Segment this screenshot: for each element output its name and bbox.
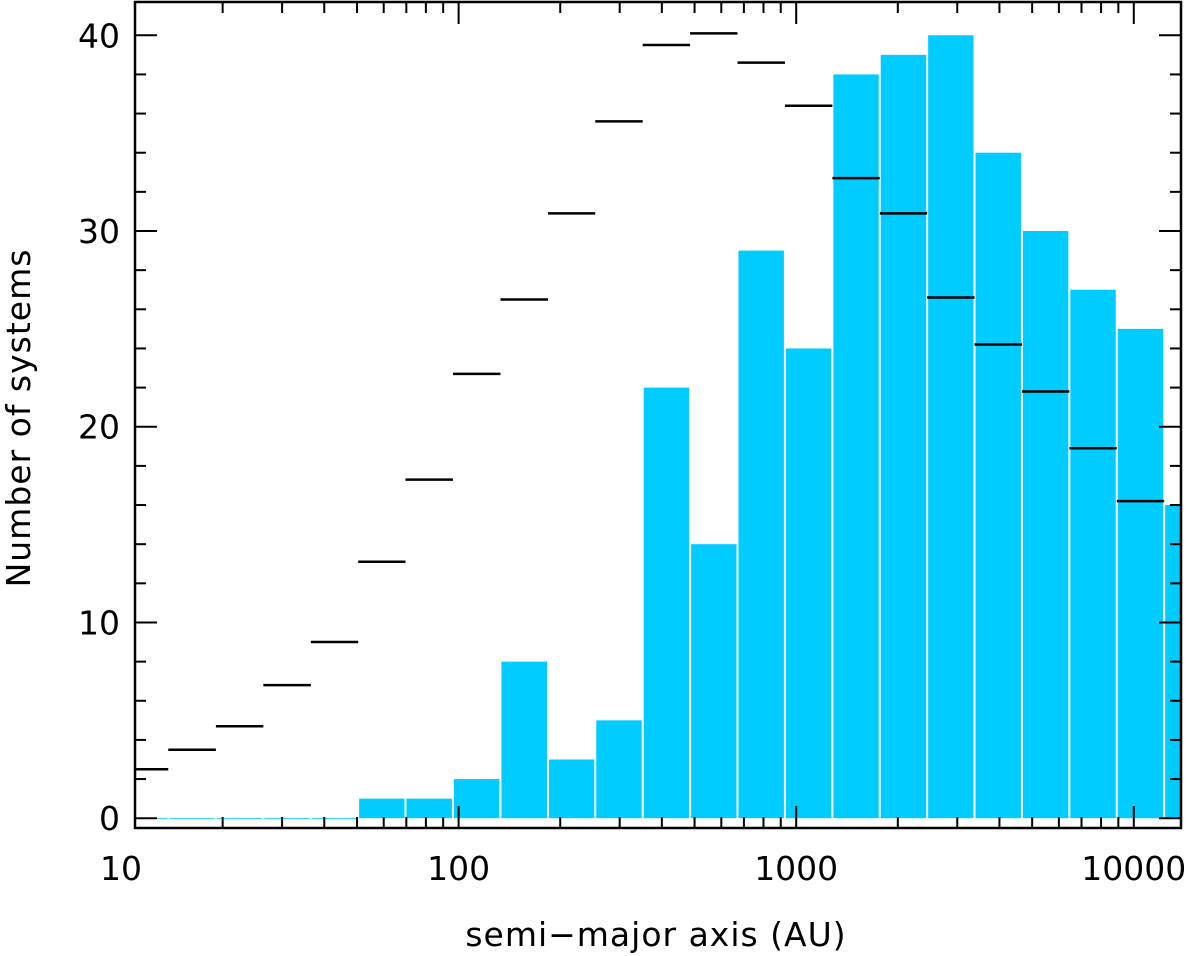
histogram-bar [406,798,452,819]
histogram-bar [1022,231,1069,819]
y-tick-label: 20 [78,408,120,447]
histogram-bar [501,661,548,819]
histogram-bar [216,818,263,820]
histogram-bar [311,818,358,820]
plot-frame [133,0,1183,830]
histogram-bar [643,387,690,819]
histogram-bar [785,348,832,819]
x-tick-label: 10000 [1081,849,1186,888]
x-axis-title: semi−major axis (AU) [465,915,846,954]
histogram-bar [691,544,737,819]
histogram-bar [549,759,595,819]
ticks-layer [135,2,1181,828]
y-axis-title: Number of systems [0,249,38,588]
y-tick-label: 10 [78,603,120,642]
y-tick-label: 30 [78,212,120,251]
histogram-bar [1117,328,1164,819]
histogram-bar [264,818,310,820]
histogram-bar [596,720,642,819]
x-tick-label: 1000 [754,849,838,888]
y-tick-label: 40 [78,16,120,55]
histogram-bar [1070,289,1116,819]
histogram-bar [928,35,974,819]
y-tick-label: 0 [99,799,120,838]
histogram-bar [880,54,927,819]
bars-layer [136,35,1180,820]
histogram-bar [738,250,784,819]
histogram-bar [833,74,879,819]
histogram-bar [359,798,405,819]
histogram-bar [169,818,215,820]
histogram-bar [453,779,500,819]
x-tick-label: 10 [100,849,142,888]
comparison-steps-layer [135,32,1165,771]
histogram-bar [975,152,1021,819]
tick-labels-layer: 10 100 1000 10000 0 10 20 30 40 [78,16,1186,888]
x-tick-label: 100 [427,849,490,888]
